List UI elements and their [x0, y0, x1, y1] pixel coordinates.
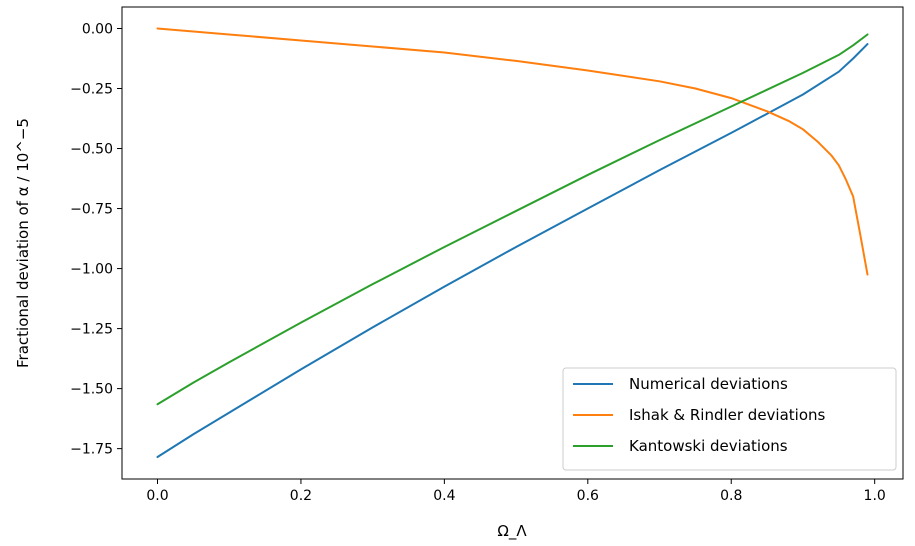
series-line-ishak-rindler-deviations: [156, 27, 869, 276]
y-tick-label: −0.75: [70, 202, 113, 218]
legend-label: Ishak & Rindler deviations: [629, 406, 826, 424]
y-tick-label: −0.25: [70, 82, 113, 98]
legend-box: [562, 367, 897, 471]
y-tick-label: −1.25: [70, 322, 113, 338]
legend-label: Kantowski deviations: [629, 437, 788, 455]
y-tick-label: −1.75: [70, 442, 113, 458]
x-tick-label: 0.0: [146, 488, 168, 504]
y-tick-label: 0.00: [82, 21, 113, 37]
x-tick-label: 1.0: [864, 488, 886, 504]
series-line-kantowski-deviations: [156, 33, 869, 406]
series-line-numerical-deviations: [156, 43, 869, 459]
x-tick-label: 0.2: [290, 488, 312, 504]
y-axis: 0.00 −0.25 −0.50 −0.75 −1.00 −1.25 −1.50 −1.75: [70, 21, 122, 458]
y-tick-label: −1.50: [70, 382, 113, 398]
series-layer: [156, 27, 869, 459]
plot-frame: [121, 6, 904, 480]
y-axis-label: Fractional deviation of α / 10^−5: [14, 118, 32, 368]
legend-entries: Numerical deviations Ishak & Rindler devi…: [573, 375, 826, 455]
y-tick-label: −1.00: [70, 262, 113, 278]
x-tick-label: 0.4: [433, 488, 455, 504]
x-tick-label: 0.8: [720, 488, 742, 504]
x-axis-label: Ω_Λ: [497, 522, 527, 541]
x-tick-label: 0.6: [577, 488, 599, 504]
legend-label: Numerical deviations: [629, 375, 788, 393]
x-axis: 0.0 0.2 0.4 0.6 0.8 1.0: [146, 479, 886, 504]
y-tick-label: −0.50: [70, 142, 113, 158]
legend: Numerical deviations Ishak & Rindler devi…: [562, 367, 897, 471]
